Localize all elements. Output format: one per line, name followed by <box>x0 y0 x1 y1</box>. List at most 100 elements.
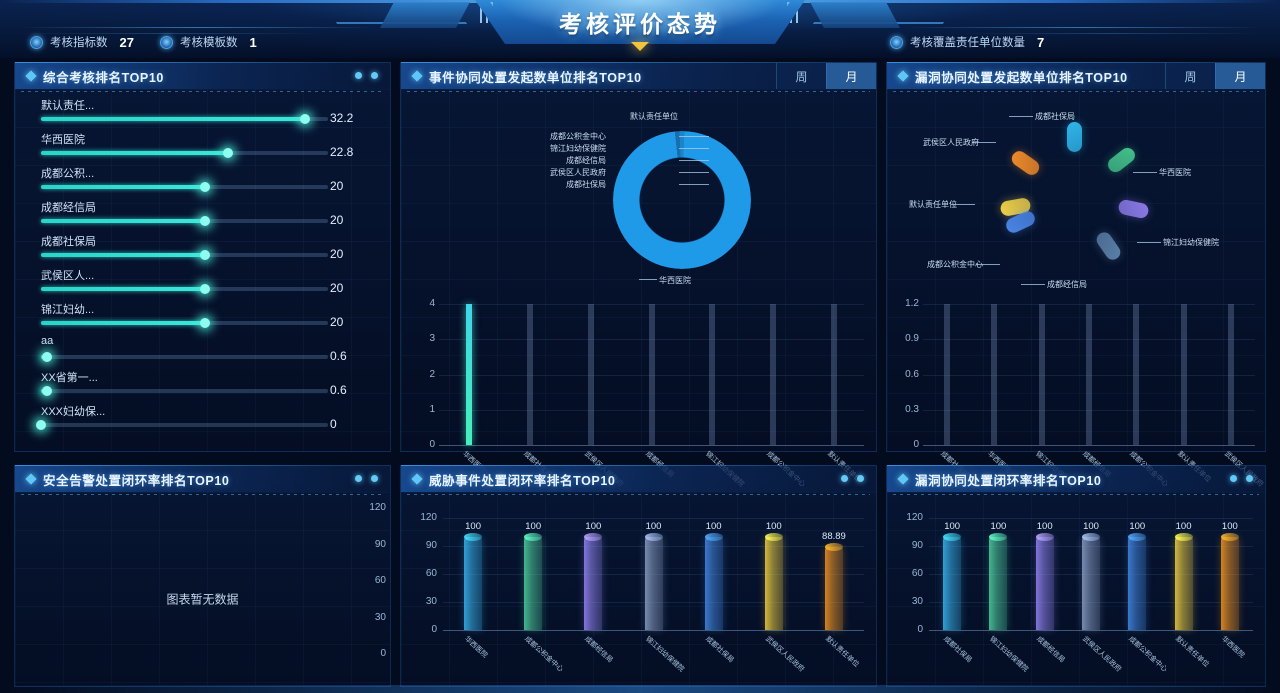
bar[interactable] <box>764 536 783 630</box>
petal-slice[interactable] <box>1116 199 1150 220</box>
tab-week[interactable]: 周 <box>776 63 826 89</box>
gridline <box>439 374 864 376</box>
rank-row[interactable]: 武侯区人... 20 <box>15 267 390 301</box>
bar[interactable] <box>1133 304 1140 445</box>
bar[interactable] <box>1038 304 1045 445</box>
y-axis-tick: 3 <box>429 333 435 345</box>
kpi-dot-icon <box>30 35 43 49</box>
petal-label: 默认责任单位 <box>909 200 957 209</box>
x-axis-tick: 锦江妇幼保健院 <box>643 635 685 674</box>
bar[interactable] <box>830 304 837 445</box>
bar[interactable] <box>644 536 663 630</box>
banner-line-right-2 <box>960 33 1260 34</box>
y-axis-tick: 0.6 <box>905 368 919 380</box>
bar[interactable] <box>1180 304 1187 445</box>
petal-label: 锦江妇幼保健院 <box>1163 238 1219 247</box>
bar[interactable] <box>1082 536 1100 630</box>
bar[interactable] <box>943 536 962 630</box>
petal-slice[interactable] <box>1094 229 1124 263</box>
panel-period-tabs: 周 月 <box>776 63 876 89</box>
leader-line <box>679 160 709 161</box>
diamond-icon <box>25 70 37 82</box>
bar-value-label: 100 <box>765 520 782 532</box>
donut-slice-label: 成都经信局 <box>566 156 606 165</box>
grid-background <box>15 492 390 686</box>
panel-overall-rank: 综合考核排名TOP10 默认责任... 32.2 华西医院 22.8 成都公积... 20… <box>14 62 391 452</box>
gridline <box>443 518 864 519</box>
rank-row[interactable]: 成都经信局 20 <box>15 199 390 233</box>
rank-row[interactable]: 成都公积... 20 <box>15 165 390 199</box>
bar[interactable] <box>466 304 473 445</box>
bar[interactable] <box>1228 304 1235 445</box>
leader-line <box>1021 284 1045 285</box>
bar[interactable] <box>1220 536 1239 630</box>
kpi-value: 1 <box>249 34 257 50</box>
y-axis-tick: 90 <box>425 540 437 551</box>
bar[interactable] <box>989 536 1008 630</box>
rank-item-name: 锦江妇幼... <box>41 304 95 316</box>
kpi-indicator-count: 考核指标数 27 <box>30 34 134 50</box>
rank-row[interactable]: 华西医院 22.8 <box>15 131 390 165</box>
dot-icon <box>1246 475 1253 482</box>
bar[interactable] <box>991 304 998 445</box>
rank-item-value: 20 <box>330 247 344 261</box>
petal-label: 华西医院 <box>1159 168 1191 177</box>
panel-period-tabs: 周 月 <box>1165 63 1265 89</box>
bar[interactable] <box>1174 536 1193 630</box>
rank-row[interactable]: 默认责任... 32.2 <box>15 97 390 131</box>
y-axis-tick: 60 <box>911 568 923 579</box>
y-axis-tick: 0 <box>431 624 437 635</box>
banner-line-right <box>902 27 1262 28</box>
bar[interactable] <box>587 304 594 445</box>
y-axis-tick: 1 <box>429 403 435 415</box>
bar[interactable] <box>464 536 483 630</box>
rank-row[interactable]: 成都社保局 20 <box>15 233 390 267</box>
bar[interactable] <box>527 304 534 445</box>
donut-slice-label: 默认责任单位 <box>630 112 678 121</box>
panel-body: 默认责任单位 成都公积金中心 锦江妇幼保健院 成都经信局 武侯区人民政府 成都社保局 华西医… <box>401 89 876 488</box>
panel-body: 默认责任... 32.2 华西医院 22.8 成都公积... 20 成都经信局 20 成都社保局… <box>15 89 390 451</box>
bar[interactable] <box>1035 536 1054 630</box>
rank-item-name: XX省第一... <box>41 372 98 384</box>
x-axis-line <box>443 630 864 631</box>
donut-slice-label: 锦江妇幼保健院 <box>550 144 606 153</box>
top-banner: 考核评价态势 考核指标数 27 考核模板数 1 考核覆盖责任单位数量 7 <box>0 0 1280 58</box>
bar[interactable] <box>709 304 716 445</box>
leader-line <box>639 279 657 280</box>
y-axis-tick: 120 <box>369 502 386 513</box>
bar[interactable] <box>769 304 776 445</box>
bar[interactable] <box>584 536 603 630</box>
rank-row[interactable]: XXX妇幼保... 0 <box>15 403 390 437</box>
rank-row[interactable]: XX省第一... 0.6 <box>15 369 390 403</box>
rank-item-value: 20 <box>330 315 344 329</box>
petal-slice[interactable] <box>1067 122 1082 152</box>
bar[interactable] <box>943 304 950 445</box>
panel-header-dots <box>841 475 864 482</box>
bar[interactable] <box>1128 536 1147 630</box>
bar[interactable] <box>524 536 543 630</box>
title-wing-left <box>380 2 470 28</box>
x-axis-tick: 成都经信局 <box>1034 635 1066 665</box>
bar[interactable] <box>648 304 655 445</box>
panel-alarm-closure-rank: 安全告警处置闭环率排名TOP10 0 30 60 90 120 图表暂无数据 <box>14 465 391 687</box>
rank-row[interactable]: 锦江妇幼... 20 <box>15 301 390 335</box>
tab-week[interactable]: 周 <box>1165 63 1215 89</box>
donut-slice-label: 成都公积金中心 <box>550 132 606 141</box>
gridline <box>923 304 1255 305</box>
bar-value-label: 100 <box>645 520 662 532</box>
petal-slice[interactable] <box>1105 144 1139 176</box>
rank-row[interactable]: aa 0.6 <box>15 335 390 369</box>
tab-month[interactable]: 月 <box>826 63 876 89</box>
tab-month[interactable]: 月 <box>1215 63 1265 89</box>
bar[interactable] <box>1086 304 1092 445</box>
bar[interactable] <box>824 547 843 630</box>
panel-vuln-initiation-rank: 漏洞协同处置发起数单位排名TOP10 周 月 成都社保局 武侯区人民政府 华西医院默… <box>886 62 1266 488</box>
threat-bar-chart: 0 30 60 90 120 100 华西医院 100 成都公积金中心 100 成都经信局 100 锦江… <box>401 492 878 688</box>
bar[interactable] <box>704 536 723 630</box>
rank-track <box>41 114 328 124</box>
grid-background <box>15 89 390 451</box>
rank-track <box>41 386 328 396</box>
kpi-label: 考核指标数 <box>50 37 108 49</box>
petal-slice[interactable] <box>1008 147 1042 178</box>
kpi-template-count: 考核模板数 1 <box>160 34 257 50</box>
